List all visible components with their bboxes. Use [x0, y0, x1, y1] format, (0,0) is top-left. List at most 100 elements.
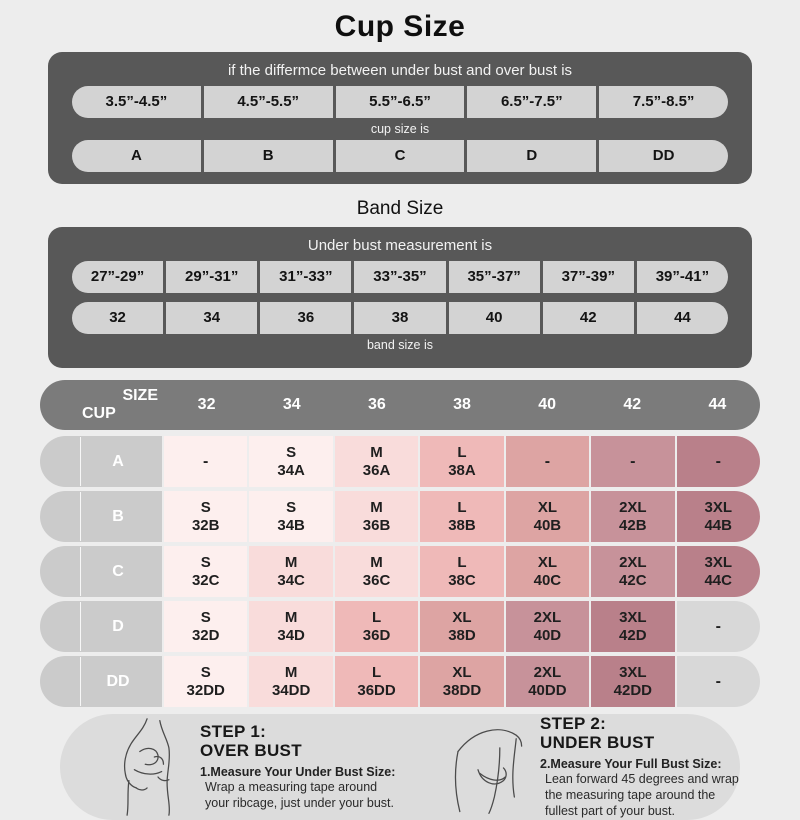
size-cell-D-32: S 32D: [164, 601, 248, 652]
size-cell-A-40: -: [505, 436, 590, 487]
size-code: 34DD: [271, 681, 311, 699]
column-header-0: 32: [197, 396, 216, 413]
size-code: 36A: [362, 461, 391, 479]
size-code: 34D: [277, 626, 305, 644]
row-label-A: A: [40, 436, 162, 487]
size-letter: 3XL: [704, 553, 732, 571]
size-code: 38A: [448, 461, 476, 479]
row-cells-A: - S 34A M 36A L 38A - - -: [164, 436, 760, 487]
step-2-heading-line2: UNDER BUST: [540, 732, 655, 752]
band-range-cell-1: 29”-31”: [166, 261, 258, 293]
size-cell-D-42: 3XL 42D: [591, 601, 675, 652]
column-header-1: 34: [282, 396, 301, 413]
size-code: 42D: [619, 626, 647, 644]
size-cell-DD-34: M 34DD: [249, 656, 333, 707]
page-title: Cup Size: [334, 10, 466, 43]
step-1-heading-line1: STEP 1:: [200, 722, 267, 742]
size-letter: XL: [452, 608, 472, 626]
table-row-A: A - S 34A M 36A L 38A - - -: [40, 436, 760, 487]
size-letter: M: [284, 663, 298, 681]
size-cell-D-38: XL 38D: [420, 601, 504, 652]
row-label-D: D: [40, 601, 162, 652]
step-1-body: Wrap a measuring tape around your ribcag…: [205, 779, 394, 810]
size-cell-C-44: 3XL 44C: [676, 546, 760, 597]
size-code: 40D: [533, 626, 562, 644]
size-code: 40C: [533, 571, 562, 589]
band-number-cell-4: 40: [448, 302, 540, 334]
size-code: 42C: [619, 571, 647, 589]
size-cell-DD-32: S 32DD: [164, 656, 248, 707]
size-letter: XL: [537, 553, 557, 571]
size-table-columns: 32 34 36 38 40 42 44: [164, 380, 760, 430]
cup-letter-cell-1: B: [203, 140, 333, 172]
step-2: STEP 2: UNDER BUST 2.Measure Your Full B…: [400, 714, 740, 819]
size-table-corner: SIZE CUP: [40, 380, 164, 430]
size-code: 34B: [277, 516, 305, 534]
size-cell-B-34: S 34B: [249, 491, 333, 542]
cup-size-subcaption: cup size is: [370, 122, 430, 136]
cup-letter-cell-4: DD: [599, 140, 728, 172]
size-code: 40DD: [528, 681, 567, 699]
size-letter: S: [200, 663, 211, 681]
row-cells-C: S 32C M 34C M 36C L 38C XL 40C 2XL 42C 3XL 44C: [164, 546, 760, 597]
size-code: 44C: [704, 571, 732, 589]
table-row-C: C S 32C M 34C M 36C L 38C XL 40C 2XL 42C 3XL 44C: [40, 546, 760, 597]
size-letter: XL: [452, 663, 472, 681]
band-number-cell-2: 36: [260, 302, 352, 334]
size-letter: 2XL: [533, 663, 562, 681]
band-range-cell-5: 37”-39”: [542, 261, 634, 293]
size-letter: M: [284, 553, 298, 571]
row-label-B: B: [40, 491, 162, 542]
size-code: 32DD: [186, 681, 225, 699]
measuring-steps: STEP 1: OVER BUST 1.Measure Your Under B…: [60, 714, 740, 820]
size-letter: 3XL: [619, 608, 647, 626]
band-number-cell-3: 38: [354, 302, 446, 334]
size-code: 36C: [362, 571, 391, 589]
size-cell-A-36: M 36A: [334, 436, 419, 487]
step-1: STEP 1: OVER BUST 1.Measure Your Under B…: [60, 717, 400, 817]
size-cell-D-44: -: [676, 601, 760, 652]
size-cell-D-36: L 36D: [334, 601, 419, 652]
cup-range-cell-4: 7.5”-8.5”: [599, 86, 728, 118]
table-row-B: B S 32B S 34B M 36B L 38B XL 40B 2XL 42B 3XL 44B: [40, 491, 760, 542]
step-1-heading-line2: OVER BUST: [200, 740, 302, 760]
size-cell-A-44: -: [676, 436, 760, 487]
size-code: 32D: [191, 626, 220, 644]
size-cell-DD-40: 2XL 40DD: [505, 656, 590, 707]
size-letter: S: [286, 443, 297, 461]
row-cells-DD: S 32DD M 34DD L 36DD XL 38DD 2XL 40DD 3XL 42DD -: [164, 656, 760, 707]
size-guide-page: Cup Size if the differmce between under …: [40, 10, 760, 820]
size-cell-DD-42: 3XL 42DD: [591, 656, 675, 707]
size-letter: S: [200, 498, 211, 516]
size-cell-C-40: XL 40C: [505, 546, 590, 597]
size-letter: S: [200, 608, 211, 626]
band-size-heading: Band Size: [356, 198, 444, 219]
size-code: 42B: [619, 516, 647, 534]
step-1-text: STEP 1: OVER BUST 1.Measure Your Under B…: [200, 722, 400, 811]
size-letter: M: [284, 608, 298, 626]
size-code: 38D: [448, 626, 476, 644]
row-cells-D: S 32D M 34D L 36D XL 38D 2XL 40D 3XL 42D -: [164, 601, 760, 652]
size-code: 40B: [533, 516, 562, 534]
cup-range-cell-2: 5.5”-6.5”: [335, 86, 465, 118]
overbust-figure-illustration: [123, 718, 171, 816]
band-size-subcaption: band size is: [366, 338, 433, 352]
size-letter: XL: [537, 498, 557, 516]
header-cup-label: CUP: [82, 405, 116, 422]
size-letter: L: [457, 498, 467, 516]
size-code: 44B: [704, 516, 732, 534]
header-size-label: SIZE: [122, 387, 158, 404]
cup-letter-cell-0: A: [72, 140, 201, 172]
column-header-6: 44: [708, 396, 727, 413]
row-cells-B: S 32B S 34B M 36B L 38B XL 40B 2XL 42B 3XL 44B: [164, 491, 760, 542]
size-cell-DD-36: L 36DD: [334, 656, 419, 707]
size-letter: M: [370, 553, 383, 571]
step-2-lead: 2.Measure Your Full Bust Size:: [540, 756, 722, 771]
band-size-caption: Under bust measurement is: [307, 237, 493, 254]
size-cell-C-34: M 34C: [249, 546, 333, 597]
size-cell-C-32: S 32C: [164, 546, 248, 597]
cup-size-caption: if the differmce between under bust and …: [227, 62, 573, 79]
cup-range-cell-3: 6.5”-7.5”: [467, 86, 597, 118]
cup-letter-row: A B C D DD: [72, 140, 728, 172]
band-number-row: 32 34 36 38 40 42 44: [72, 302, 728, 334]
